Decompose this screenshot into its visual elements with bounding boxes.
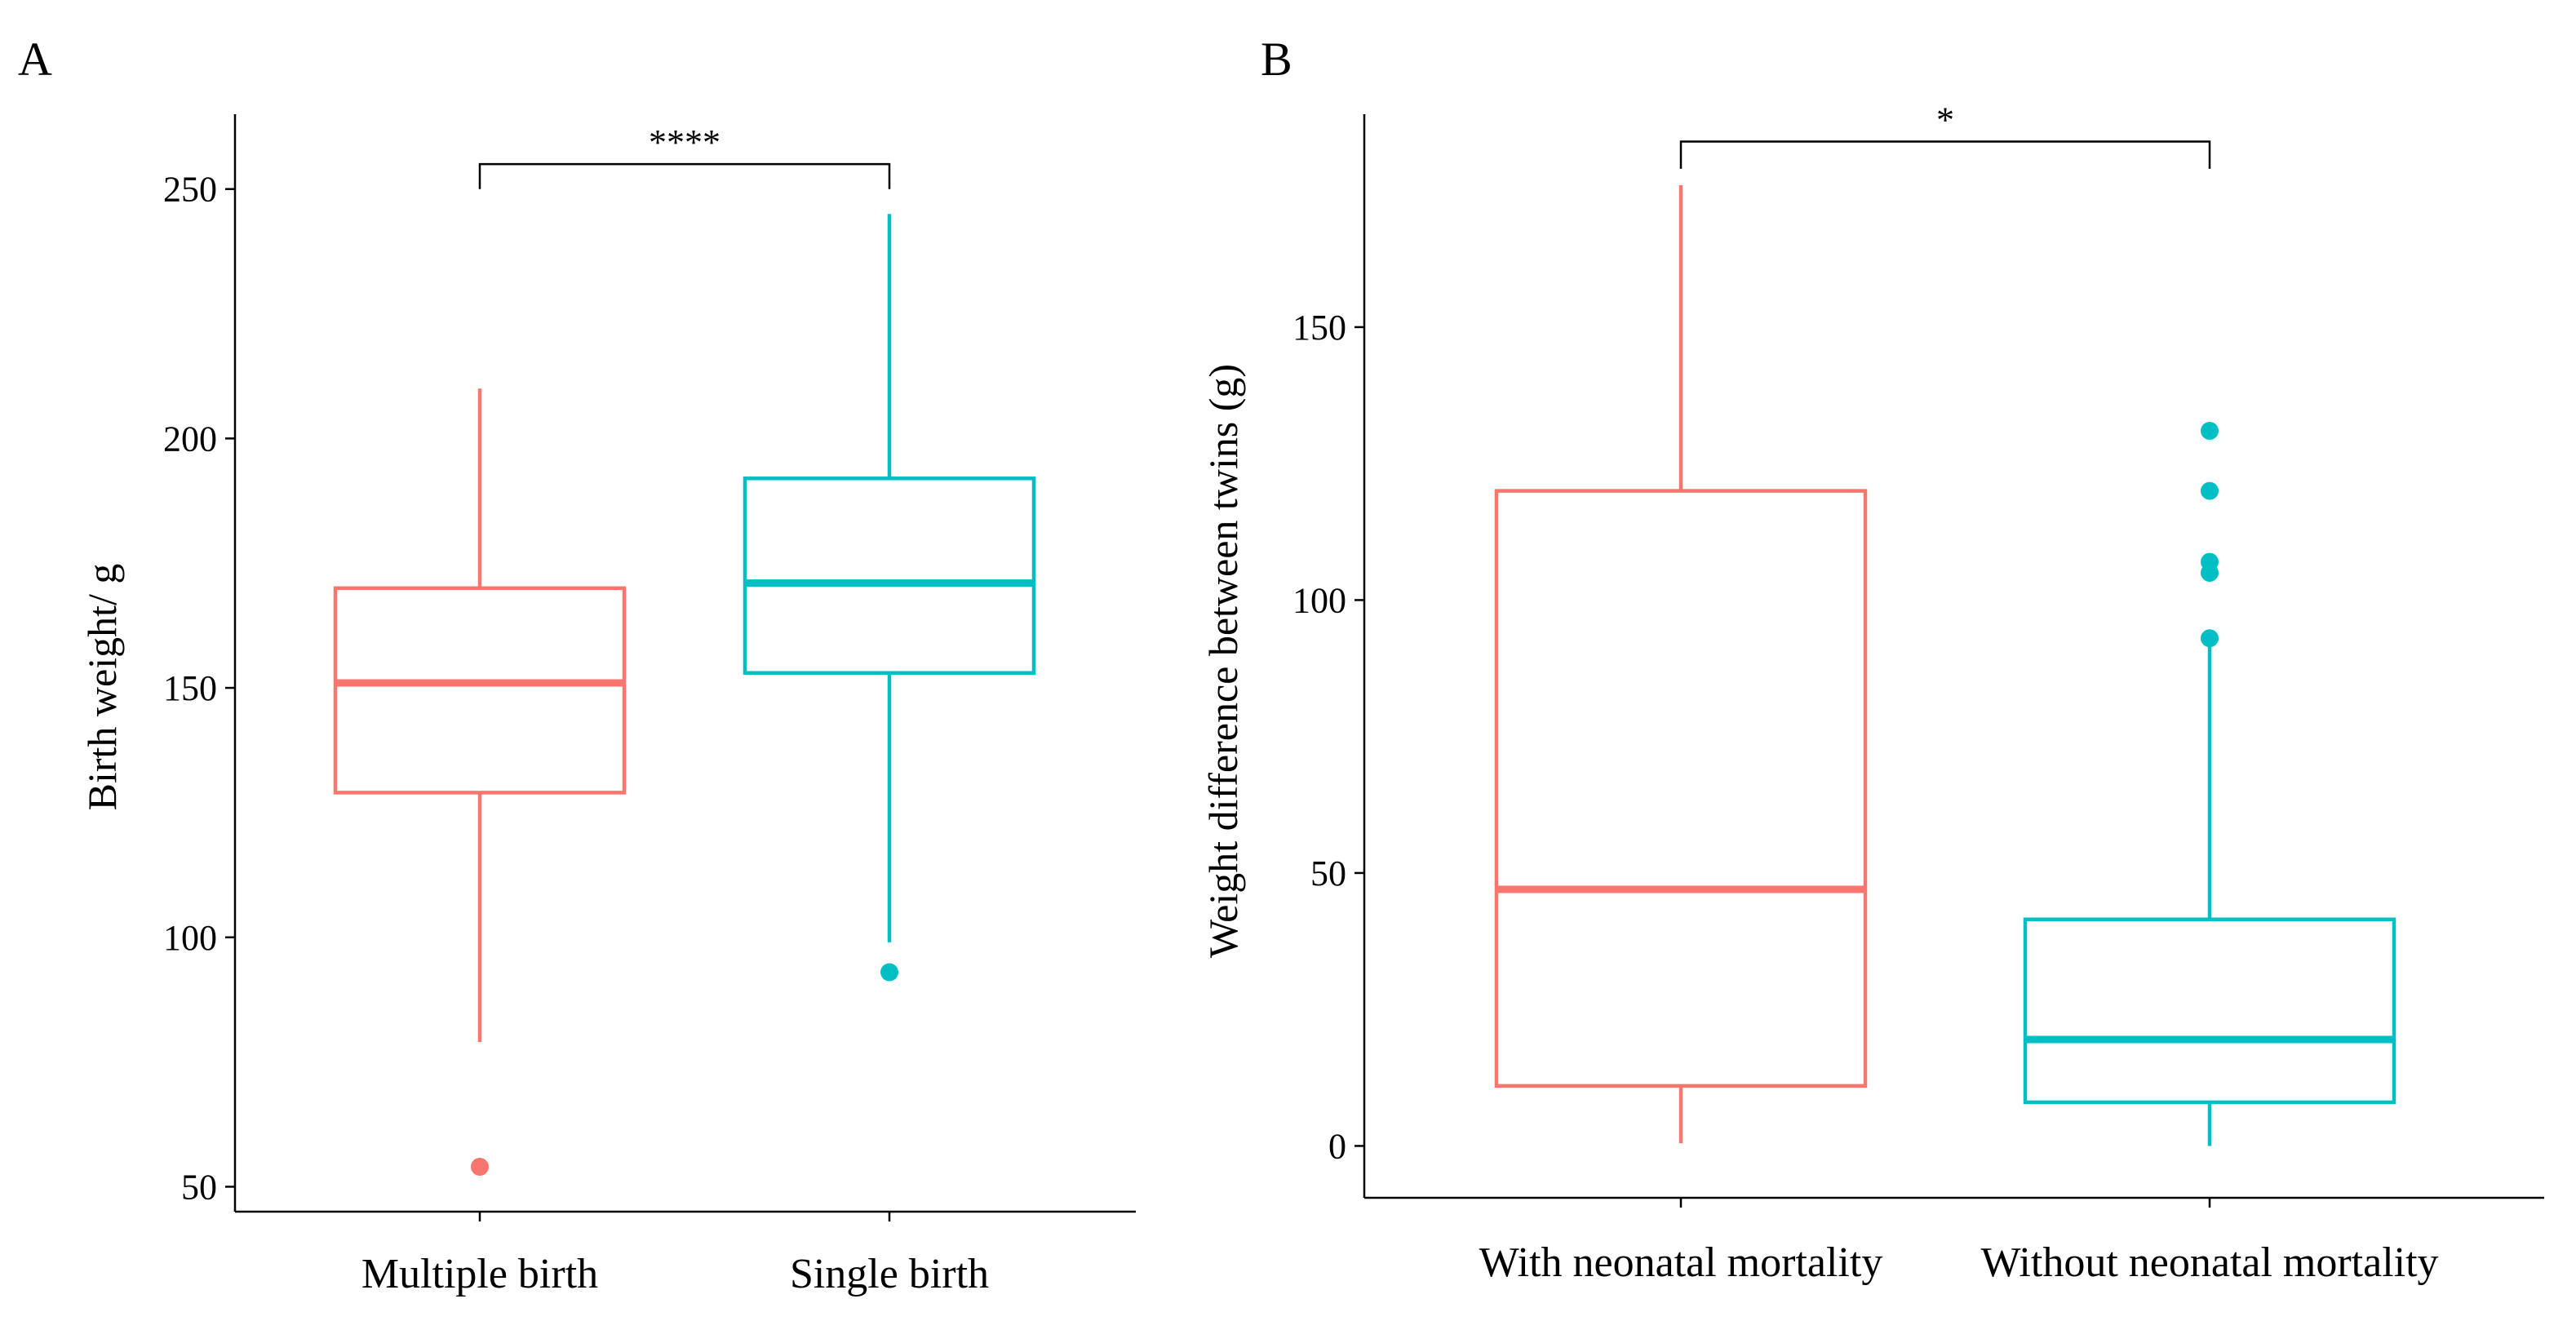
panel-a: A Birth weight/ g 50 100 150 200 250 Multiple… [18, 33, 1136, 1297]
outlier-point [2201, 422, 2219, 441]
panel-b-significance-label: * [1936, 100, 1954, 140]
outlier-point [880, 963, 898, 982]
panel-b-y-tick-label: 0 [1328, 1126, 1346, 1166]
box-iqr [1494, 489, 1868, 1088]
box-iqr [2023, 917, 2396, 1105]
panel-a-y-tick-label: 250 [163, 170, 217, 210]
panel-b-x-tick-label: Without neonatal mortality [1980, 1239, 2438, 1286]
panel-b-box-1 [1494, 184, 1868, 1144]
outlier-point [471, 1157, 489, 1176]
panel-b-box-2 [2023, 422, 2396, 1146]
panel-a-box-1 [333, 388, 627, 1176]
panel-b-label: B [1261, 33, 1292, 86]
outlier-point [2201, 629, 2219, 648]
panel-a-label: A [18, 33, 52, 86]
outlier-point [2201, 481, 2219, 500]
panel-a-box-2 [743, 214, 1036, 982]
panel-a-y-tick-label: 50 [181, 1167, 217, 1207]
panel-a-y-axis-label: Birth weight/ g [79, 564, 125, 811]
panel-b-x-tick-label: With neonatal mortality [1479, 1239, 1883, 1286]
panel-a-y-tick-label: 100 [163, 918, 217, 958]
panel-b: B Weight difference between twins (g) 0 5… [1200, 33, 2544, 1286]
box-iqr [743, 477, 1036, 675]
panel-a-x-tick-label: Single birth [790, 1251, 989, 1297]
outlier-point [2201, 552, 2219, 571]
panel-a-x-tick-label: Multiple birth [361, 1251, 598, 1297]
panel-a-significance-label: **** [649, 122, 720, 162]
panel-b-y-axis-label: Weight difference between twins (g) [1200, 364, 1246, 958]
panel-a-significance-bracket [478, 162, 891, 189]
panel-b-significance-bracket [1679, 140, 2211, 169]
panel-a-y-tick-label: 150 [163, 668, 217, 708]
panel-b-y-tick-label: 50 [1310, 853, 1346, 893]
panel-b-y-tick-label: 150 [1292, 308, 1346, 348]
box-iqr [333, 586, 627, 795]
panel-b-y-tick-label: 100 [1292, 580, 1346, 620]
panel-a-y-tick-label: 200 [163, 419, 217, 459]
